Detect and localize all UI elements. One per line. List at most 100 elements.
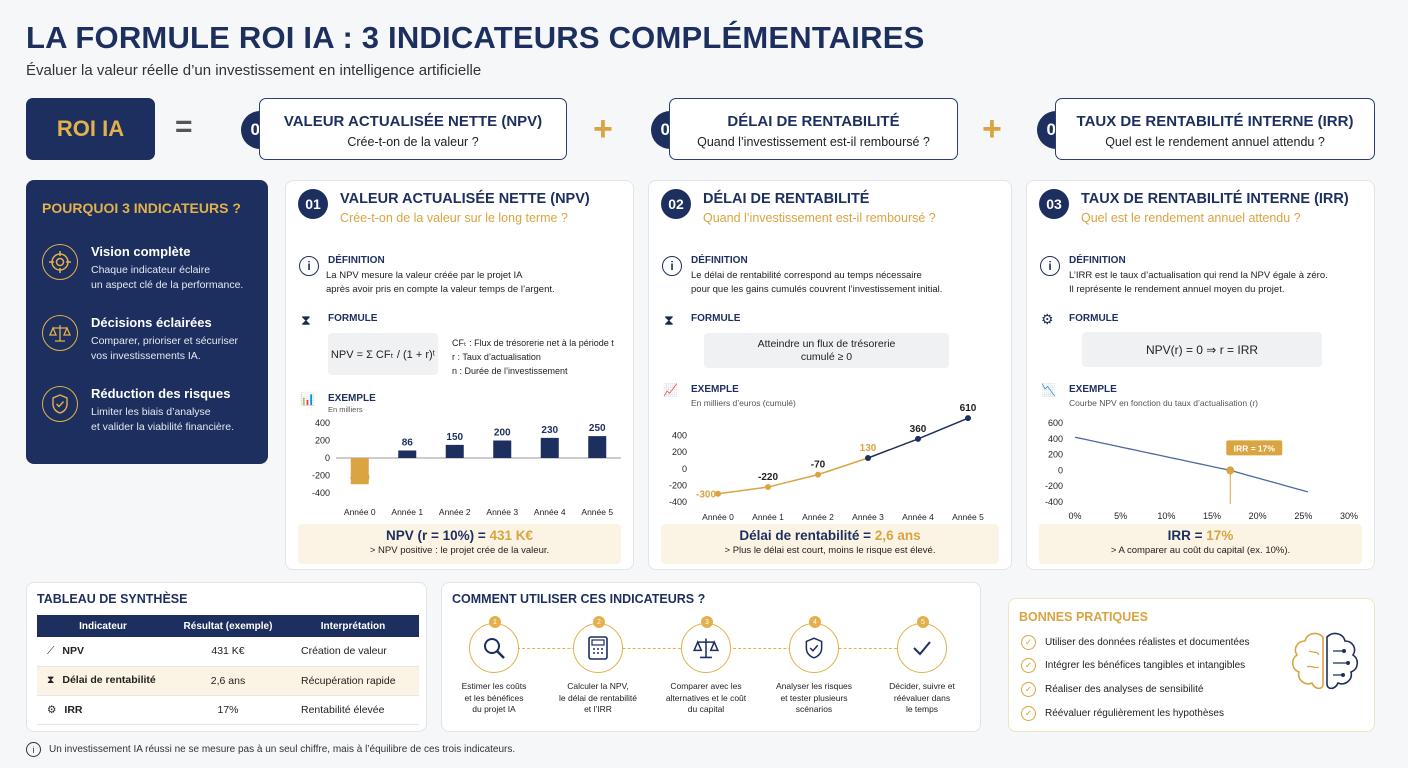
why-item-decisions: Décisions éclairées Comparer, prioriser e… [42, 315, 238, 364]
scale-icon [42, 315, 78, 351]
formula-label: FORMULE [691, 313, 741, 324]
data-label: -70 [811, 460, 826, 471]
bar-value-label: -300 [350, 472, 370, 483]
formula-box: Atteindre un flux de trésorerie cumulé ≥… [704, 333, 949, 368]
y-tick-label: -200 [312, 471, 330, 481]
data-point [765, 484, 771, 491]
card-number: 03 [1039, 189, 1069, 219]
y-tick-label: 0 [325, 453, 330, 463]
indicator-name: IRR [64, 703, 83, 716]
roi-ia-box: ROI IA [26, 98, 155, 160]
step-text: Comparer avec les alternatives et le coû… [665, 681, 747, 714]
x-tick-label: Année 4 [902, 512, 934, 522]
card-subtitle: Quand l’investissement est-il remboursé … [703, 211, 936, 225]
result-note: > NPV positive : le projet crée de la va… [369, 545, 550, 556]
definition-text: La NPV mesure la valeur créée par le pro… [326, 270, 555, 295]
example-unit: Courbe NPV en fonction du taux d’actuali… [1069, 398, 1258, 408]
chart-line-icon: ⟋ [47, 644, 55, 657]
why-item-desc: Limiter les biais d’analyse et valider l… [91, 406, 234, 433]
y-tick-label: 200 [1048, 450, 1063, 460]
usage-step: 1 Estimer les coûts et les bénéfices du … [442, 616, 546, 716]
practice-item: ✓ Réaliser des analyses de sensibilité [1021, 682, 1203, 697]
bar [588, 436, 607, 458]
y-tick-label: -200 [669, 480, 687, 490]
why-item-risks: Réduction des risques Limiter les biais d… [42, 386, 234, 435]
target-icon [42, 244, 78, 280]
result-label: Délai de rentabilité = [739, 528, 875, 543]
card-number: 02 [661, 189, 691, 219]
gear-icon: ⚙ [1041, 311, 1054, 327]
npv-summary-question: Crée-t-on de la valeur ? [347, 135, 479, 149]
card-title: DÉLAI DE RENTABILITÉ [703, 191, 870, 207]
interpretation-cell: Rentabilité élevée [287, 695, 419, 725]
bar [540, 437, 559, 458]
search-icon [484, 638, 505, 659]
interpretation-cell: Récupération rapide [287, 666, 419, 696]
npv-curve [1074, 436, 1309, 493]
x-tick-label: Année 4 [534, 507, 566, 517]
column-header: Résultat (exemple) [169, 615, 287, 637]
y-tick-label: -200 [1045, 481, 1063, 491]
payback-summary-title: DÉLAI DE RENTABILITÉ [727, 113, 900, 130]
result-value: 2,6 ans [874, 528, 921, 543]
example-unit: En milliers [328, 405, 363, 414]
payback-line-chart: 400 200 0 -200 -400 -300 Année 0 -220 Année 1 -70… [669, 403, 984, 522]
why-item-title: Décisions éclairées [91, 315, 212, 330]
practice-text: Réaliser des analyses de sensibilité [1045, 684, 1204, 695]
data-label: 130 [860, 443, 877, 454]
brain-icon [1291, 632, 1359, 690]
y-tick-label: 400 [672, 431, 687, 441]
bar-value-label: 86 [402, 437, 414, 448]
best-practices-panel: BONNES PRATIQUES ✓ Utiliser des données r… [1008, 598, 1375, 732]
example-label: EXEMPLE [1069, 384, 1117, 395]
why-three-indicators-panel: POURQUOI 3 INDICATEURS ? Vision complète… [26, 180, 268, 464]
x-tick-label: 0% [1068, 511, 1081, 521]
x-tick-label: Année 1 [391, 507, 423, 517]
y-tick-label: -400 [669, 497, 687, 507]
why-item-vision: Vision complète Chaque indicateur éclaire… [42, 244, 243, 293]
result-value: 431 K€ [489, 528, 534, 543]
footer-text: Un investissement IA réussi ne se mesure… [49, 744, 516, 755]
x-tick-label: Année 1 [752, 512, 784, 522]
result-cell: 431 K€ [169, 637, 287, 667]
payback-result-box: Délai de rentabilité = 2,6 ans > Plus le… [661, 524, 999, 564]
x-tick-label: Année 0 [344, 507, 376, 517]
irr-card: 03 TAUX DE RENTABILITÉ INTERNE (IRR) Que… [1026, 180, 1375, 570]
result-cell: 17% [169, 695, 287, 725]
page-title: LA FORMULE ROI IA : 3 INDICATEURS COMPLÉ… [26, 20, 925, 55]
definition-label: DÉFINITION [328, 255, 385, 266]
y-tick-label: 0 [1058, 465, 1063, 475]
why-item-desc: Comparer, prioriser et sécuriser vos inv… [91, 335, 239, 362]
shield-icon [42, 386, 78, 422]
y-tick-label: -400 [312, 488, 330, 498]
info-icon: i [26, 742, 41, 757]
x-tick-label: Année 0 [702, 512, 734, 522]
example-label: EXEMPLE [691, 384, 739, 395]
formula-legend: CFₜ : Flux de trésorerie net à la périod… [452, 338, 614, 376]
x-tick-label: Année 2 [439, 507, 471, 517]
synthesis-table: Indicateur Résultat (exemple) Interpréta… [37, 615, 419, 725]
table-row: ⚙ IRR 17% Rentabilité élevée [37, 695, 419, 725]
check-icon: ✓ [1021, 706, 1036, 721]
practice-item: ✓ Utiliser des données réalistes et docum… [1021, 635, 1250, 650]
check-icon: ✓ [1021, 658, 1036, 673]
column-header: Interprétation [287, 615, 419, 637]
x-tick-label: Année 5 [581, 507, 613, 517]
formula-label: FORMULE [1069, 313, 1119, 324]
bar-value-label: 200 [494, 428, 511, 439]
calculator-icon [588, 636, 608, 660]
hourglass-icon: ⧗ [301, 312, 311, 328]
npv-result-box: NPV (r = 10%) = 431 K€ > NPV positive : … [298, 524, 621, 564]
irr-summary-card: TAUX DE RENTABILITÉ INTERNE (IRR) Quel e… [1055, 98, 1375, 160]
result-value: 17% [1206, 528, 1234, 543]
npv-summary-title: VALEUR ACTUALISÉE NETTE (NPV) [283, 113, 543, 130]
bar [350, 458, 369, 485]
table-row: ⟋ NPV 431 K€ Création de valeur [37, 637, 419, 667]
y-tick-label: 200 [672, 447, 687, 457]
practice-item: ✓ Intégrer les bénéfices tangibles et int… [1021, 658, 1245, 673]
result-note: > Plus le délai est court, moins le risq… [724, 545, 936, 556]
info-icon: i [1040, 256, 1060, 276]
table-row: ⧗ Délai de rentabilité 2,6 ans Récupérati… [37, 666, 419, 696]
formula-label: FORMULE [328, 313, 378, 324]
table-header-row: Indicateur Résultat (exemple) Interpréta… [37, 615, 419, 637]
